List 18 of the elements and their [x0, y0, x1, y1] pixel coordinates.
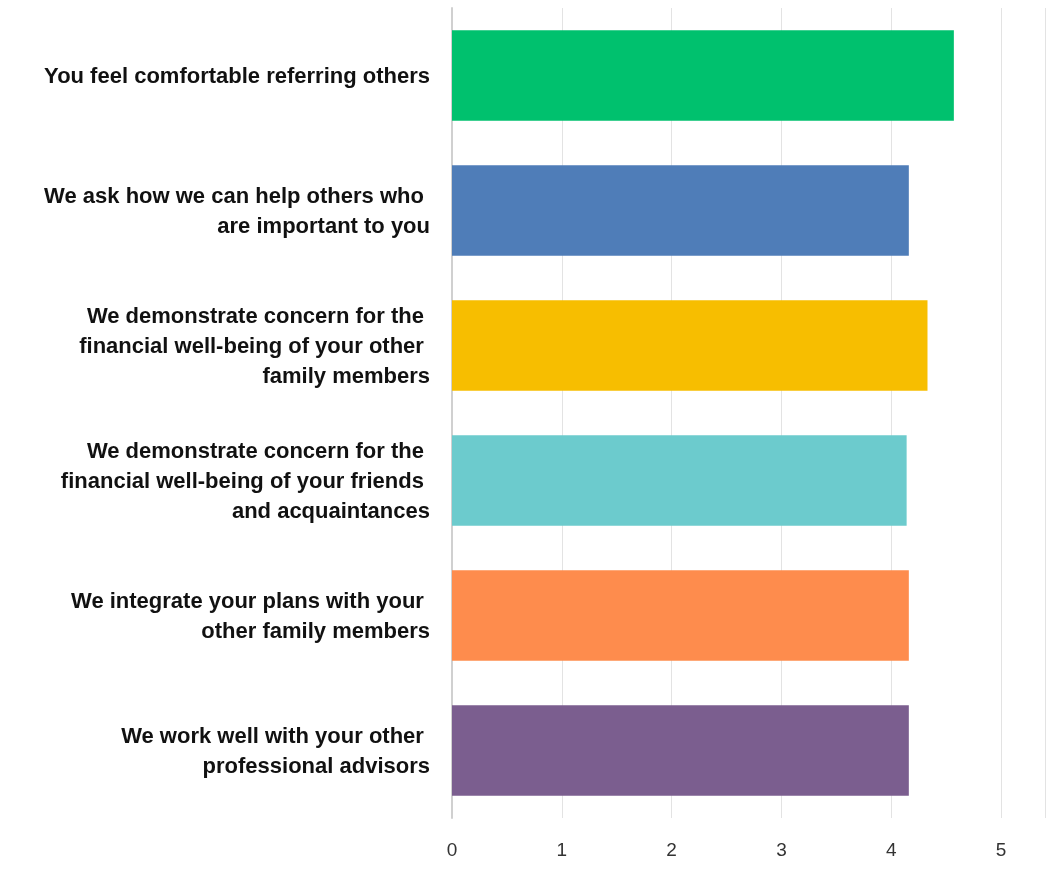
bar [452, 30, 954, 121]
bar [452, 300, 928, 391]
y-tick-label: We demonstrate concern for the financial well-being of your other family members [79, 303, 430, 388]
y-tick-label: We demonstrate concern for the financial well-being of your friends and acquaintances [60, 438, 430, 523]
x-tick-label: 1 [556, 839, 568, 860]
bar [452, 435, 907, 526]
x-tick-label: 0 [446, 839, 458, 860]
x-tick-label: 2 [666, 839, 677, 860]
y-tick-label: We ask how we can help others who are important to you [44, 183, 430, 238]
bar [452, 570, 909, 661]
bar [452, 705, 909, 796]
y-tick-label: We integrate your plans with your other family members [71, 588, 430, 643]
x-tick-label: 4 [885, 839, 897, 860]
bar [452, 165, 909, 256]
x-tick-label: 3 [776, 839, 787, 860]
x-tick-label: 5 [995, 839, 1007, 860]
y-tick-label: You feel comfortable referring others [44, 63, 430, 88]
y-tick-label: We work well with your other professional advisors [121, 723, 430, 778]
